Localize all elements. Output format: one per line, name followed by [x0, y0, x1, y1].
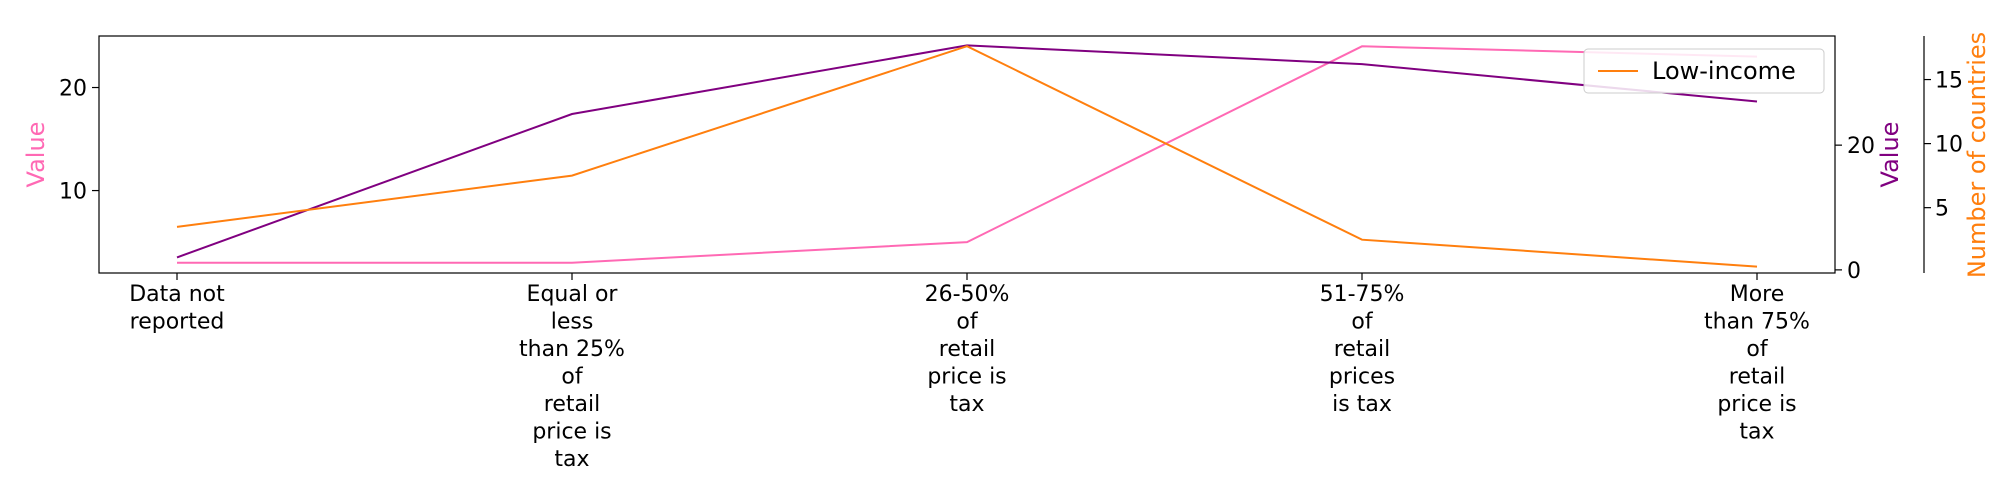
- right2-y-axis-title: Number of countries: [1963, 32, 1991, 278]
- x-category-label: Data not reported: [129, 282, 225, 335]
- right2-y-tick-label: 5: [1935, 197, 1949, 222]
- series-line-low-income: [176, 45, 1758, 268]
- x-category-label: More than 75% of retail price is tax: [1704, 282, 1810, 445]
- left-y-tick-label: 20: [59, 77, 87, 102]
- left-y-tick-label: 10: [59, 180, 87, 205]
- series-line-right1-axis: [176, 44, 1758, 259]
- right2-y-tick-label: 10: [1935, 133, 1963, 158]
- right1-y-tick-label: 20: [1847, 134, 1875, 159]
- left-y-axis-title: Value: [22, 122, 50, 188]
- right1-y-axis-title: Value: [1876, 122, 1904, 188]
- legend-box: [1583, 48, 1825, 94]
- legend-label: Low-income: [1652, 57, 1796, 85]
- right1-y-tick-label: 0: [1847, 259, 1861, 284]
- x-category-label: 26-50% of retail price is tax: [925, 282, 1010, 417]
- plot-frame: [98, 35, 1836, 274]
- series-line-left-axis: [177, 45, 1758, 264]
- x-category-label: Equal or less than 25% of retail price is tax: [519, 282, 625, 472]
- x-category-label: 51-75% of retail prices is tax: [1320, 282, 1405, 417]
- right2-y-tick-label: 15: [1935, 69, 1963, 94]
